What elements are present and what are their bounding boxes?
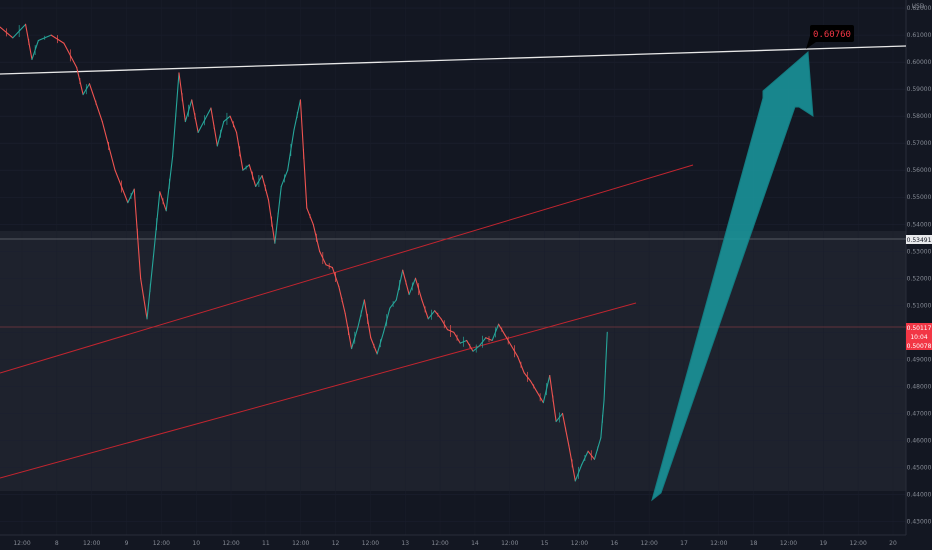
x-tick-label: 12:00 — [571, 540, 588, 547]
x-tick-label: 12:00 — [640, 540, 657, 547]
x-tick-label: 9 — [125, 540, 129, 547]
y-tick-label: 0.54000 — [907, 221, 932, 228]
y-tick-label: 0.59000 — [907, 86, 932, 93]
x-tick-label: 12:00 — [501, 540, 518, 547]
x-tick-label: 12:00 — [710, 540, 727, 547]
y-tick-label: 0.60000 — [907, 59, 932, 66]
y-tick-label: 0.48000 — [907, 383, 932, 390]
y-tick-label: 0.57000 — [907, 140, 932, 147]
x-tick-label: 12:00 — [13, 540, 30, 547]
currency-label: USD — [912, 3, 925, 10]
price-range-zone — [0, 231, 906, 491]
time-axis[interactable]: 12:00 8 12:00 9 12:00 10 12:00 11 12:00 12 12:00 13… — [13, 540, 897, 547]
y-tick-label: 0.46000 — [907, 437, 932, 444]
resistance-callout-box — [810, 25, 854, 42]
x-tick-label: 12:00 — [83, 540, 100, 547]
projection-arrow[interactable] — [651, 50, 814, 502]
price-tag-upper-text: 0.53491 — [907, 237, 932, 244]
y-tick-label: 0.61000 — [907, 32, 932, 39]
resistance-callout-pointer — [806, 36, 816, 49]
y-tick-label: 0.47000 — [907, 410, 932, 417]
price-tag-upper: 0.53491 — [906, 235, 932, 244]
y-tick-label: 0.49000 — [907, 356, 932, 363]
price-tag-current-box — [906, 323, 932, 332]
y-tick-label: 0.52000 — [907, 275, 932, 282]
x-tick-label: 12:00 — [292, 540, 309, 547]
x-tick-label: 12 — [332, 540, 340, 547]
x-tick-label: 19 — [819, 540, 827, 547]
resistance-callout[interactable]: 0.60760 — [806, 25, 854, 49]
x-tick-label: 13 — [401, 540, 409, 547]
x-tick-label: 15 — [541, 540, 549, 547]
price-tag-time-box — [906, 332, 932, 341]
price-tag-upper-box — [906, 235, 932, 244]
x-tick-label: 8 — [55, 540, 59, 547]
price-tag-time: 10:04 — [906, 332, 932, 341]
price-series — [0, 23, 608, 482]
x-tick-label: 12:00 — [153, 540, 170, 547]
y-tick-label: 0.43000 — [907, 518, 932, 525]
price-tag-current: 0.50117 — [906, 323, 932, 332]
y-tick-label: 0.55000 — [907, 194, 932, 201]
x-tick-label: 12:00 — [431, 540, 448, 547]
x-tick-label: 14 — [471, 540, 479, 547]
price-tag-current-text: 0.50117 — [907, 325, 932, 332]
price-tag-lower: 0.50078 — [906, 341, 932, 350]
price-tag-time-text: 10:04 — [910, 334, 927, 341]
grid — [0, 7, 906, 522]
channel-line-upper[interactable] — [0, 164, 694, 374]
y-tick-label: 0.58000 — [907, 113, 932, 120]
y-tick-label: 0.44000 — [907, 491, 932, 498]
x-tick-label: 17 — [680, 540, 688, 547]
x-tick-label: 12:00 — [780, 540, 797, 547]
price-tag-lower-box — [906, 341, 932, 350]
y-tick-label: 0.51000 — [907, 302, 932, 309]
x-tick-label: 12:00 — [362, 540, 379, 547]
y-tick-label: 0.53000 — [907, 248, 932, 255]
x-tick-label: 10 — [192, 540, 200, 547]
x-tick-label: 16 — [610, 540, 618, 547]
x-tick-label: 12:00 — [850, 540, 867, 547]
y-tick-label: 0.62000 — [907, 5, 932, 12]
x-tick-label: 18 — [750, 540, 758, 547]
resistance-line[interactable] — [0, 45, 907, 75]
x-tick-label: 11 — [262, 540, 270, 547]
price-tag-lower-text: 0.50078 — [907, 343, 932, 350]
y-tick-label: 0.56000 — [907, 167, 932, 174]
x-tick-label: 12:00 — [222, 540, 239, 547]
x-tick-label: 20 — [889, 540, 897, 547]
channel-line-lower[interactable] — [0, 302, 637, 479]
y-tick-label: 0.45000 — [907, 464, 932, 471]
resistance-callout-value: 0.60760 — [813, 30, 851, 40]
